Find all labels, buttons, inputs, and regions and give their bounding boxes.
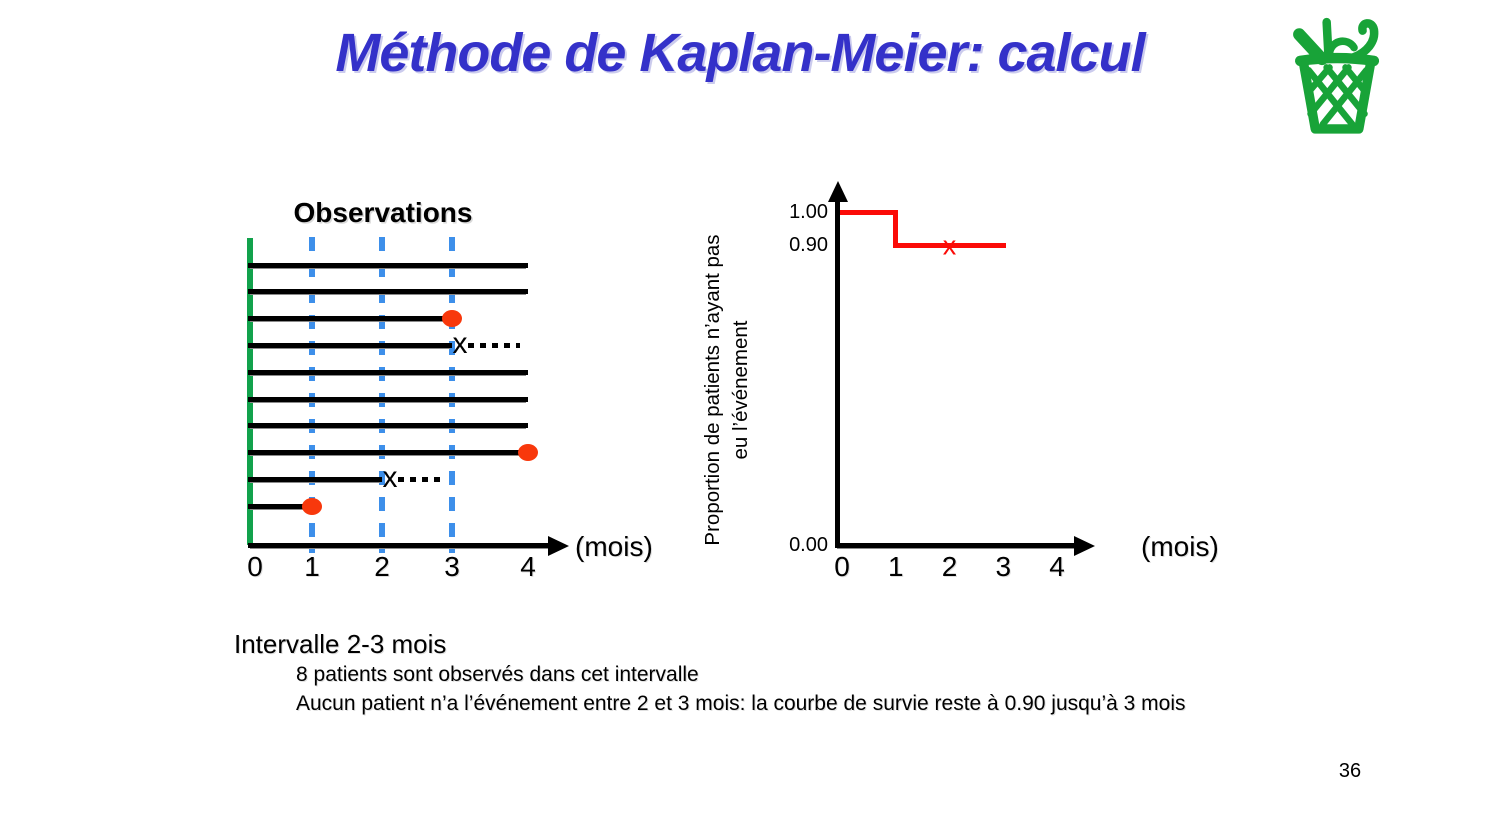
notes-block: Intervalle 2-3 mois 8 patients sont obse… <box>234 627 1186 718</box>
patient-line <box>248 503 312 509</box>
patient-line <box>248 289 528 295</box>
patient-line <box>248 423 528 429</box>
interval-dashed-line <box>379 237 385 553</box>
notes-line-1: 8 patients sont observés dans cet interv… <box>296 663 699 686</box>
patient-line <box>248 342 452 348</box>
interval-dashed-line <box>309 237 315 553</box>
event-dot <box>518 444 538 462</box>
km-x-axis-label: (mois) <box>1141 531 1219 562</box>
km-x-tick-label: 4 <box>1049 551 1065 582</box>
patient-line <box>248 396 528 402</box>
km-x-tick-label: 2 <box>941 551 958 582</box>
observations-chart-title: Observations <box>293 197 473 228</box>
censor-mark: x <box>452 327 468 361</box>
km-y-axis-label-line1: Proportion de patients n’ayant pas <box>701 234 724 546</box>
slide-title: Méthode de Kaplan-Meier: calcul <box>335 23 1145 83</box>
km-x-axis <box>835 543 1076 548</box>
obs-x-tick-label: 4 <box>520 551 536 582</box>
patient-line <box>248 262 528 268</box>
origin-line <box>247 238 253 545</box>
km-y-tick-label: 0.00 <box>789 534 828 556</box>
censor-dotted-line <box>468 342 521 348</box>
notes-line-2: Aucun patient n’a l’événement entre 2 et… <box>296 691 1186 715</box>
survival-curve-segment <box>893 209 899 248</box>
event-dot <box>442 310 462 328</box>
patient-line <box>248 316 452 322</box>
km-x-tick-label: 0 <box>834 551 850 582</box>
km-y-tick-label: 1.00 <box>789 201 828 223</box>
obs-x-tick-label: 1 <box>304 551 320 582</box>
patient-line <box>248 369 528 375</box>
obs-x-tick-label: 0 <box>247 551 263 582</box>
event-dot <box>302 497 322 515</box>
obs-x-axis-label: (mois) <box>575 531 653 562</box>
survival-curve-segment <box>839 209 899 215</box>
censor-dotted-line <box>398 476 442 482</box>
km-y-axis-label: Proportion de patients n’ayant pas eu l’… <box>699 180 757 600</box>
curve-censor-mark: x <box>942 230 957 261</box>
km-x-tick-label: 1 <box>887 551 904 582</box>
survival-curve-segment <box>893 242 1006 248</box>
km-x-tick-label: 3 <box>995 551 1012 582</box>
patient-line <box>248 476 382 482</box>
km-x-axis-arrow <box>1074 535 1095 556</box>
km-y-tick-label: 0.90 <box>789 234 828 257</box>
km-y-axis <box>835 196 840 545</box>
km-y-axis-label-line2: eu l’événement <box>729 320 752 460</box>
notes-heading: Intervalle 2-3 mois <box>234 629 447 659</box>
interval-dashed-line <box>449 237 455 553</box>
patient-line <box>248 450 528 456</box>
page-number: 36 <box>1338 760 1362 782</box>
obs-x-tick-label: 2 <box>374 551 390 582</box>
obs-x-axis <box>248 543 550 548</box>
obs-x-axis-arrow <box>548 535 569 556</box>
km-y-axis-arrow <box>827 181 848 202</box>
censor-mark: x <box>382 461 398 495</box>
wastebasket-icon <box>1293 17 1380 134</box>
obs-x-tick-label: 3 <box>444 551 460 582</box>
